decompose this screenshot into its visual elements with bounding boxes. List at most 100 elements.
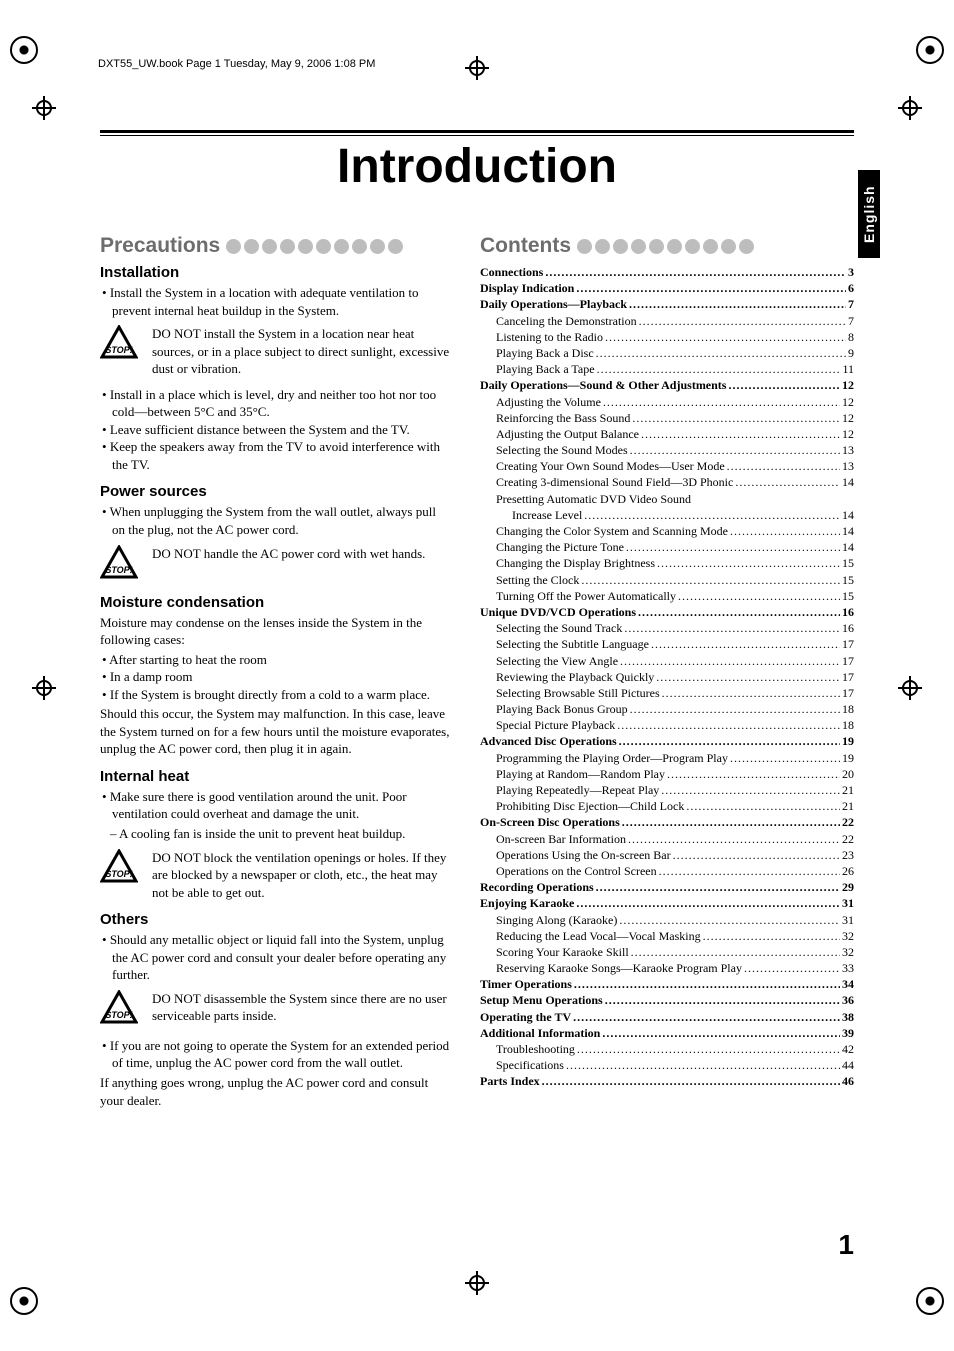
toc-page: 14 — [842, 523, 854, 539]
toc-row: Recording Operations 29 — [480, 879, 854, 895]
toc-page: 22 — [842, 814, 854, 830]
toc-row: Turning Off the Power Automatically15 — [480, 588, 854, 604]
toc-row: Canceling the Demonstration7 — [480, 313, 854, 329]
toc-row: Daily Operations—Playback7 — [480, 296, 854, 312]
toc-page: 18 — [842, 717, 854, 733]
moisture-heading: Moisture condensation — [100, 594, 452, 611]
toc-page: 17 — [842, 636, 854, 652]
toc-leader — [659, 863, 840, 879]
toc-label: Selecting the Sound Modes — [480, 442, 628, 458]
toc-row: Reinforcing the Bass Sound12 — [480, 410, 854, 426]
toc-label: Adjusting the Output Balance — [480, 426, 639, 442]
contents-column: Contents Connections3Display Indication6… — [480, 234, 854, 1109]
toc-leader — [605, 992, 840, 1008]
crosshair-mark-icon — [902, 100, 918, 116]
stop-text: DO NOT disassemble the System since ther… — [152, 990, 452, 1025]
toc-label: Setup Menu Operations — [480, 992, 603, 1008]
toc-leader — [632, 410, 840, 426]
others-heading: Others — [100, 911, 452, 928]
language-tab: English — [858, 170, 880, 258]
toc-label: Daily Operations—Sound & Other Adjustmen… — [480, 377, 726, 393]
toc-leader — [603, 394, 840, 410]
toc-row: Scoring Your Karaoke Skill32 — [480, 944, 854, 960]
toc-label: Setting the Clock — [480, 572, 579, 588]
toc-row: Playing Back a Disc 9 — [480, 345, 854, 361]
toc-label: Creating Your Own Sound Modes—User Mode — [480, 458, 725, 474]
toc-label: Playing Back a Disc — [480, 345, 594, 361]
internal-heat-heading: Internal heat — [100, 768, 452, 785]
others-tail: If anything goes wrong, unplug the AC po… — [100, 1074, 452, 1109]
toc-label: Programming the Playing Order—Program Pl… — [480, 750, 728, 766]
toc-page: 12 — [842, 410, 854, 426]
toc-row: Operating the TV38 — [480, 1009, 854, 1025]
toc-page: 11 — [842, 361, 854, 377]
toc-leader — [576, 895, 840, 911]
page-title: Introduction — [100, 139, 854, 194]
toc-leader — [673, 847, 840, 863]
toc-row: Adjusting the Output Balance 12 — [480, 426, 854, 442]
internal-dash: A cooling fan is inside the unit to prev… — [100, 825, 452, 843]
toc-leader — [620, 653, 840, 669]
toc-page: 9 — [848, 345, 854, 361]
toc-page: 17 — [842, 653, 854, 669]
toc-row: Connections3 — [480, 264, 854, 280]
toc-page: 12 — [842, 426, 854, 442]
toc-leader — [686, 798, 840, 814]
toc-row: Adjusting the Volume12 — [480, 394, 854, 410]
others-bullets: Should any metallic object or liquid fal… — [100, 931, 452, 984]
toc-page: 19 — [842, 733, 854, 749]
installation-heading: Installation — [100, 264, 452, 281]
toc-page: 31 — [842, 895, 854, 911]
toc-page: 14 — [842, 539, 854, 555]
toc-row: Setting the Clock15 — [480, 572, 854, 588]
title-rule-thin — [100, 135, 854, 136]
toc-page: 18 — [842, 701, 854, 717]
toc-page: 15 — [842, 588, 854, 604]
corner-mark-icon — [916, 36, 944, 64]
toc-leader — [657, 555, 840, 571]
toc-page: 29 — [842, 879, 854, 895]
toc-leader — [597, 361, 841, 377]
toc-label: Selecting the Sound Track — [480, 620, 622, 636]
toc-row: Reserving Karaoke Songs—Karaoke Program … — [480, 960, 854, 976]
toc-page: 16 — [842, 620, 854, 636]
toc-page: 39 — [842, 1025, 854, 1041]
toc-row: Changing the Picture Tone14 — [480, 539, 854, 555]
crosshair-mark-icon — [36, 680, 52, 696]
list-item: If you are not going to operate the Syst… — [100, 1037, 452, 1072]
toc-row: Display Indication6 — [480, 280, 854, 296]
toc-row: Creating 3-dimensional Sound Field—3D Ph… — [480, 474, 854, 490]
toc-row: Selecting the Subtitle Language17 — [480, 636, 854, 652]
toc-label: Enjoying Karaoke — [480, 895, 574, 911]
toc-row: On-Screen Disc Operations22 — [480, 814, 854, 830]
toc-label: Prohibiting Disc Ejection—Child Lock — [480, 798, 684, 814]
title-block: Introduction — [100, 130, 854, 194]
list-item: If the System is brought directly from a… — [100, 686, 452, 704]
toc-label: Recording Operations — [480, 879, 594, 895]
toc-label: Selecting the View Angle — [480, 653, 618, 669]
toc-leader — [566, 1057, 840, 1073]
toc-label: Connections — [480, 264, 543, 280]
contents-heading: Contents — [480, 234, 854, 258]
toc-leader — [545, 264, 846, 280]
toc-label: On-screen Bar Information — [480, 831, 626, 847]
stop-text: DO NOT install the System in a location … — [152, 325, 452, 378]
toc-row: Changing the Color System and Scanning M… — [480, 523, 854, 539]
toc-label: Increase Level — [480, 507, 582, 523]
toc-page: 26 — [842, 863, 854, 879]
list-item: Install the System in a location with ad… — [100, 284, 452, 319]
toc-leader — [667, 766, 840, 782]
page-number: 1 — [838, 1229, 854, 1261]
toc-row: Playing Repeatedly—Repeat Play21 — [480, 782, 854, 798]
stop-text: DO NOT handle the AC power cord with wet… — [152, 545, 425, 563]
toc-leader — [584, 507, 840, 523]
toc-page: 6 — [848, 280, 854, 296]
toc-row: Selecting Browsable Still Pictures17 — [480, 685, 854, 701]
toc-label: Advanced Disc Operations — [480, 733, 617, 749]
toc-row: Timer Operations34 — [480, 976, 854, 992]
toc-label: Troubleshooting — [480, 1041, 575, 1057]
toc-row: Reducing the Lead Vocal—Vocal Masking32 — [480, 928, 854, 944]
toc-row: Daily Operations—Sound & Other Adjustmen… — [480, 377, 854, 393]
corner-mark-icon — [10, 36, 38, 64]
toc-leader — [624, 620, 840, 636]
